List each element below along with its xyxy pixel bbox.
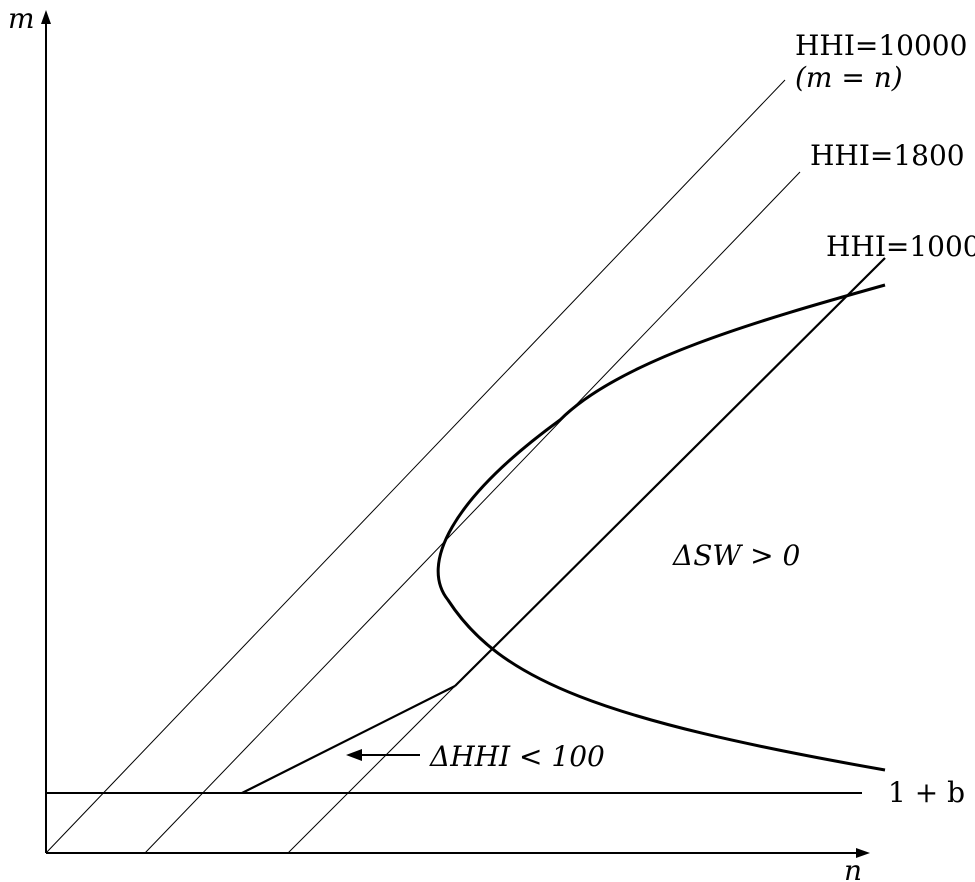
hhi-1000-lower-line — [287, 685, 456, 854]
hhi-1000-line — [454, 257, 886, 687]
hhi-1000-label: HHI=1000 — [826, 230, 975, 263]
delta-sw-label: ΔSW > 0 — [672, 539, 800, 572]
hhi-10000-line — [45, 79, 786, 854]
hhi-10000-label: HHI=10000 — [795, 29, 967, 62]
delta-hhi-label: ΔHHI < 100 — [429, 740, 605, 773]
y-axis-label: m — [8, 2, 35, 35]
hhi-1800-line — [144, 171, 801, 854]
delta-sw-curve — [436, 283, 886, 772]
baseline-label: 1 + b — [888, 776, 965, 809]
hhi-1800-label: HHI=1800 — [810, 139, 965, 172]
delta-hhi-arrow-head — [346, 749, 362, 761]
delta-hhi-boundary — [241, 685, 456, 794]
hhi-10000-sublabel: (m = n) — [795, 61, 903, 94]
x-axis-arrow — [856, 848, 870, 858]
y-axis-arrow — [41, 10, 51, 24]
x-axis-label: n — [844, 854, 862, 882]
